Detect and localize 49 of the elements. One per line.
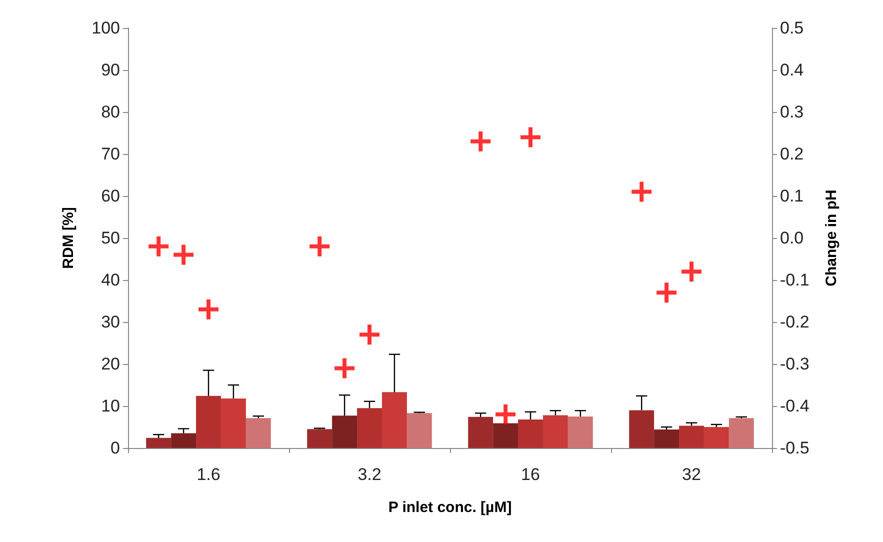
bar bbox=[332, 416, 358, 448]
y-tick-label: 70 bbox=[101, 144, 120, 164]
bar bbox=[357, 408, 382, 448]
bar bbox=[728, 418, 754, 448]
y2-tick-label: -0.4 bbox=[780, 396, 810, 416]
y2-axis-title: Change in pH bbox=[823, 190, 840, 286]
x-tick-label: 3.2 bbox=[358, 465, 382, 484]
y-tick-label: 30 bbox=[101, 312, 120, 332]
bar bbox=[406, 413, 432, 448]
y2-tick-label: 0.3 bbox=[780, 102, 804, 122]
x-axis-title: P inlet conc. [µM] bbox=[388, 499, 512, 516]
x-tick-label: 32 bbox=[682, 465, 701, 484]
y-tick-label: 50 bbox=[101, 228, 120, 248]
bar bbox=[704, 427, 729, 448]
y2-tick-label: 0.5 bbox=[780, 18, 804, 38]
y2-tick-label: 0.1 bbox=[780, 186, 804, 206]
bar bbox=[518, 419, 543, 448]
bar bbox=[220, 398, 246, 448]
y2-tick-label: -0.3 bbox=[780, 354, 810, 374]
y-tick-label: 40 bbox=[101, 270, 120, 290]
y-tick-label: 90 bbox=[101, 60, 120, 80]
bar bbox=[679, 426, 704, 448]
bar bbox=[146, 438, 172, 448]
bar bbox=[196, 396, 221, 448]
bar bbox=[307, 429, 332, 448]
x-tick-label: 1.6 bbox=[196, 465, 220, 484]
bar bbox=[171, 433, 196, 448]
bar bbox=[542, 415, 568, 448]
bar bbox=[493, 423, 518, 448]
x-tick-label: 16 bbox=[521, 465, 540, 484]
y2-tick-label: -0.5 bbox=[780, 438, 810, 458]
y2-tick-label: 0.0 bbox=[780, 228, 804, 248]
bar bbox=[246, 418, 271, 448]
bar bbox=[629, 410, 654, 448]
y-axis-title: RDM [%] bbox=[60, 207, 77, 269]
y-tick-label: 10 bbox=[101, 396, 120, 416]
bar bbox=[382, 392, 407, 448]
y-tick-label: 0 bbox=[110, 438, 120, 458]
bar bbox=[568, 416, 593, 448]
y2-tick-label: 0.2 bbox=[780, 144, 804, 164]
y-tick-label: 100 bbox=[92, 18, 120, 38]
y-tick-label: 20 bbox=[101, 354, 120, 374]
y2-tick-label: 0.4 bbox=[780, 60, 804, 80]
bar bbox=[468, 416, 494, 448]
y2-tick-label: -0.2 bbox=[780, 312, 810, 332]
bar bbox=[654, 430, 680, 448]
y-tick-label: 80 bbox=[101, 102, 120, 122]
y2-tick-label: -0.1 bbox=[780, 270, 810, 290]
y-tick-label: 60 bbox=[101, 186, 120, 206]
